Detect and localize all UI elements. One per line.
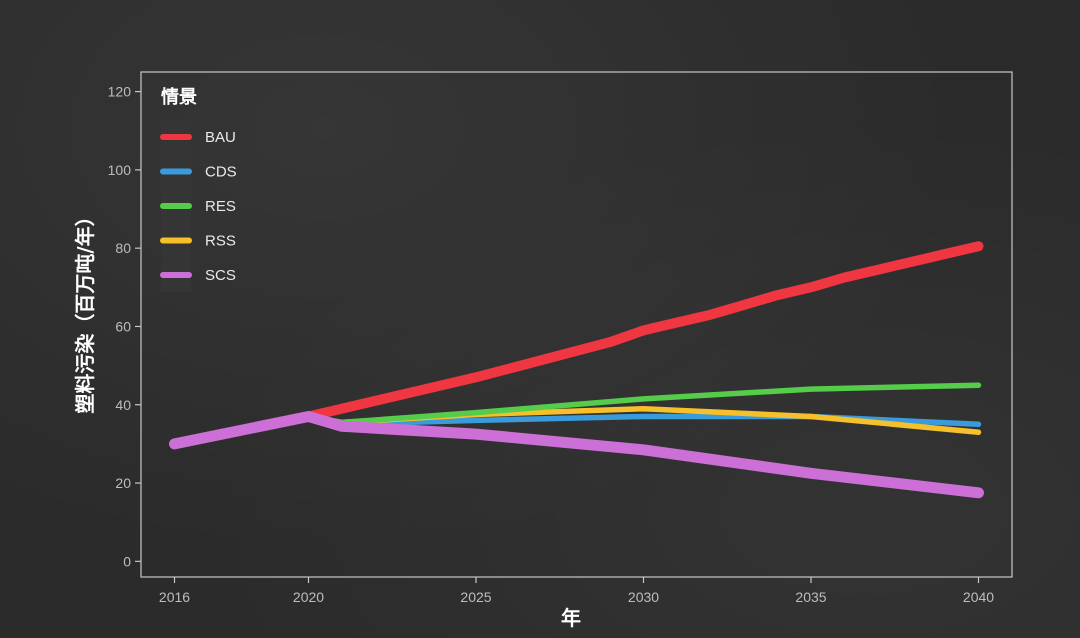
series-line-scs bbox=[169, 411, 984, 499]
plot-panel bbox=[140, 71, 1013, 578]
x-axis: 2016 2020 2025 2030 2035 2040 bbox=[159, 577, 994, 605]
x-tick-label: 2035 bbox=[795, 589, 826, 605]
series-layer bbox=[169, 241, 984, 499]
y-tick-label: 60 bbox=[115, 318, 131, 334]
legend-label-rss: RSS bbox=[205, 233, 236, 250]
series-line-bau bbox=[169, 241, 984, 449]
legend-label-scs: SCS bbox=[205, 267, 236, 284]
y-tick-label: 120 bbox=[108, 84, 132, 100]
x-tick-label: 2030 bbox=[628, 589, 659, 605]
y-tick-label: 40 bbox=[115, 397, 131, 413]
y-tick-label: 20 bbox=[115, 475, 131, 491]
legend-label-cds: CDS bbox=[205, 164, 237, 181]
legend-label-res: RES bbox=[205, 198, 236, 215]
x-tick-label: 2016 bbox=[159, 589, 190, 605]
x-tick-label: 2040 bbox=[963, 589, 994, 605]
x-tick-label: 2025 bbox=[460, 589, 491, 605]
legend: 情景 BAU CDS RES RSS SCS bbox=[160, 87, 237, 292]
legend-label-bau: BAU bbox=[205, 129, 236, 146]
y-tick-label: 100 bbox=[108, 162, 132, 178]
y-tick-label: 0 bbox=[123, 553, 131, 569]
x-axis-title: 年 bbox=[561, 606, 581, 630]
y-axis: 0 20 40 60 80 100 120 bbox=[108, 84, 141, 569]
legend-title: 情景 bbox=[161, 87, 197, 108]
y-tick-label: 80 bbox=[115, 240, 131, 256]
x-tick-label: 2020 bbox=[293, 589, 324, 605]
y-axis-title: 塑料污染（百万吨/年） bbox=[73, 206, 97, 413]
